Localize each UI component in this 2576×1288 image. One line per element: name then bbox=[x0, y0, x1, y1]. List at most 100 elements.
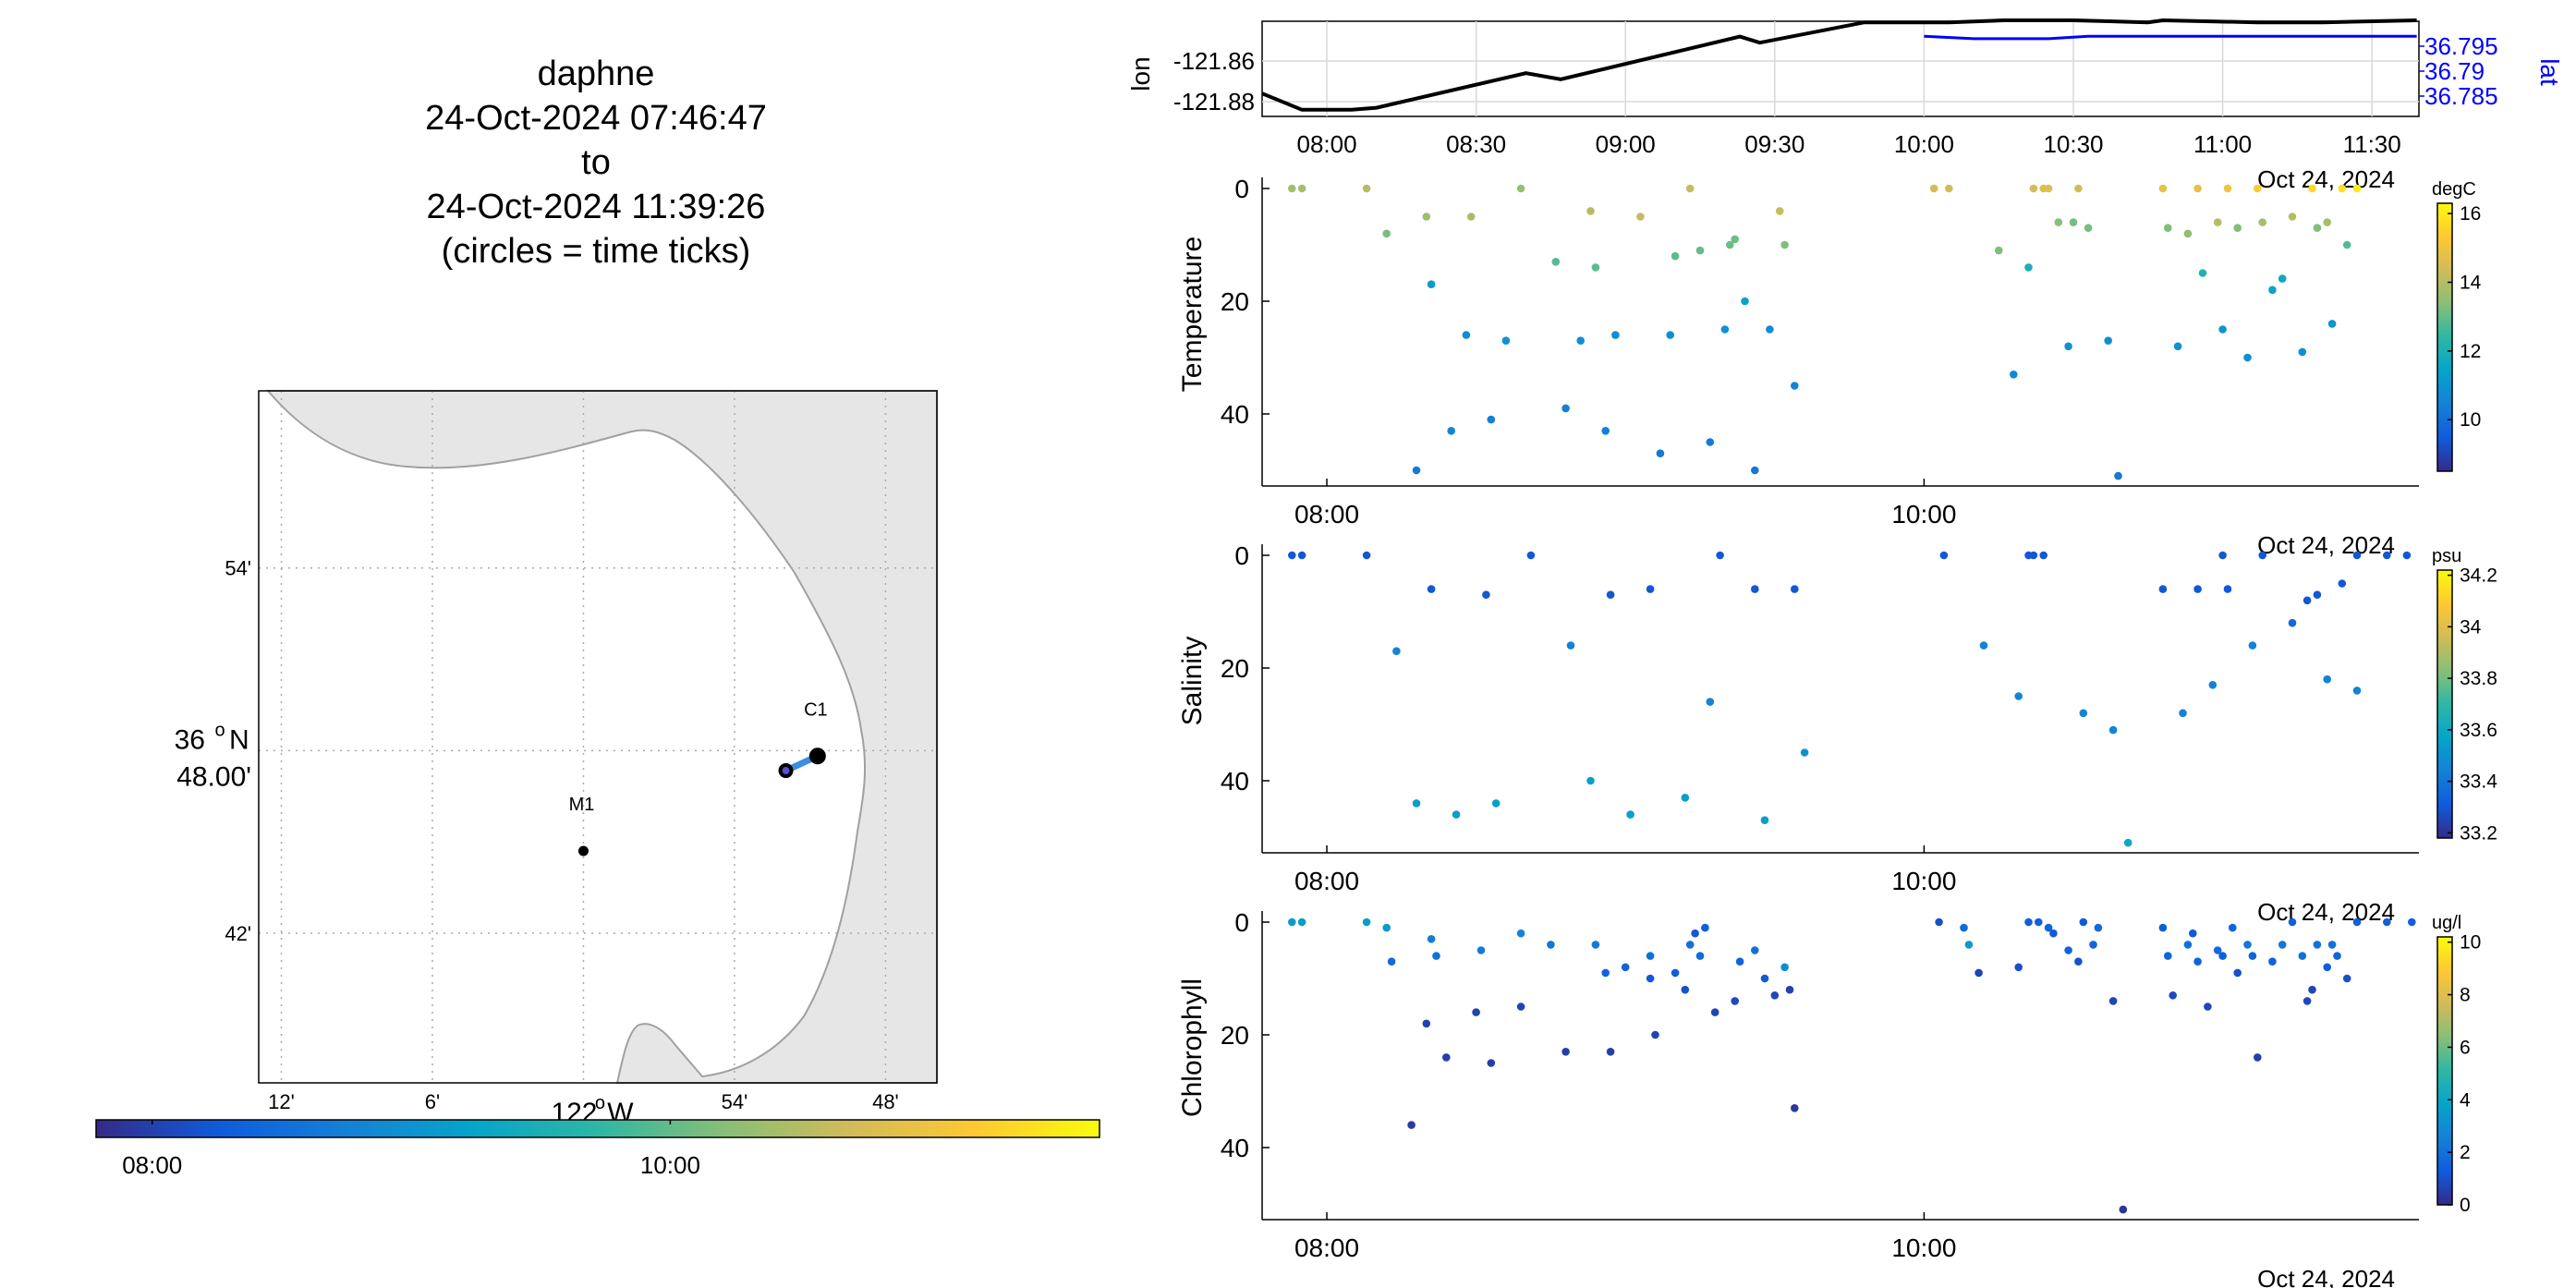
lonlat-y-right-tick-label: 36.79 bbox=[2424, 57, 2485, 85]
salinity-data-point bbox=[1412, 799, 1421, 808]
temperature-data-point bbox=[1586, 207, 1595, 215]
temperature-data-point bbox=[2074, 184, 2083, 193]
lonlat-x-tick-label: 08:00 bbox=[1296, 130, 1356, 158]
salinity-data-point bbox=[1760, 816, 1769, 824]
salinity-data-point bbox=[2248, 641, 2257, 650]
lonlat-x-tick-label: 10:00 bbox=[1894, 130, 1954, 158]
lonlat-x-tick-label: 11:00 bbox=[2193, 130, 2252, 158]
salinity-data-point bbox=[1791, 585, 1799, 593]
temperature-data-point bbox=[2233, 224, 2242, 232]
salinity-data-point bbox=[2014, 692, 2023, 700]
chlorophyll-data-point bbox=[2183, 941, 2193, 949]
chlorophyll-data-point bbox=[1964, 941, 1974, 949]
temperature-data-point bbox=[1945, 184, 1953, 193]
temperature-data-point bbox=[1362, 184, 1371, 193]
temperature-y-label: Temperature bbox=[1177, 237, 1208, 392]
lonlat-chart: 08:00 08:30 09:00 09:30 10:00 10:30 11:00 11:30… bbox=[1126, 18, 2564, 193]
chlorophyll-data-point bbox=[2158, 923, 2168, 932]
salinity-colorbar-tick-label: 33.8 bbox=[2460, 668, 2497, 689]
map-lon-tick-label: 12' bbox=[268, 1090, 295, 1113]
salinity-data-point bbox=[1716, 551, 1724, 560]
lonlat-x-tick-label: 10:30 bbox=[2043, 130, 2103, 158]
temperature-data-point bbox=[2338, 184, 2347, 193]
salinity-colorbar-tick-label: 34 bbox=[2460, 616, 2482, 638]
temperature-y-tick-label: 40 bbox=[1221, 400, 1249, 429]
salinity-data-point bbox=[2108, 725, 2118, 735]
lonlat-y-left-tick-label: -121.86 bbox=[1173, 47, 1255, 75]
map-lat-degree-label: 36 bbox=[175, 724, 205, 755]
chlorophyll-data-point bbox=[1387, 957, 1396, 966]
chlorophyll-data-point bbox=[2049, 929, 2058, 938]
salinity-data-point bbox=[2323, 674, 2331, 684]
chlorophyll-data-point bbox=[1601, 968, 1610, 978]
chlorophyll-data-point bbox=[1646, 974, 1655, 983]
temperature-data-point bbox=[2010, 371, 2018, 379]
station-c1-marker bbox=[812, 750, 823, 761]
chlorophyll-data-point bbox=[1288, 917, 1296, 927]
temperature-data-point bbox=[2173, 342, 2182, 351]
salinity-data-point bbox=[2079, 709, 2088, 718]
temperature-units-label: degC bbox=[2432, 179, 2476, 200]
salinity-data-point bbox=[1491, 799, 1501, 808]
temperature-colorbar-tick-label: 10 bbox=[2460, 409, 2481, 431]
chlorophyll-data-point bbox=[2323, 963, 2331, 972]
chlorophyll-data-point bbox=[1770, 991, 1780, 1000]
salinity-units-label: psu bbox=[2432, 546, 2461, 566]
lonlat-y-right-tick-label: 36.785 bbox=[2424, 82, 2498, 110]
temperature-colorbar-tick-label: 16 bbox=[2460, 203, 2481, 225]
salinity-y-tick-label: 20 bbox=[1221, 654, 1249, 683]
chlorophyll-x-tick-label: 08:00 bbox=[1294, 1233, 1359, 1262]
temperature-data-point bbox=[2114, 471, 2122, 480]
temperature-data-point bbox=[2352, 184, 2362, 193]
temperature-data-point bbox=[1666, 331, 1674, 339]
chlorophyll-data-point bbox=[1710, 1008, 1719, 1016]
chlorophyll-data-point bbox=[1691, 929, 1699, 938]
track-start-inner bbox=[782, 767, 790, 775]
chlorophyll-data-point bbox=[2064, 946, 2072, 954]
temperature-data-point bbox=[2268, 286, 2277, 295]
salinity-data-point bbox=[1751, 585, 1759, 593]
chlorophyll-data-point bbox=[2308, 985, 2316, 994]
temperature-data-point bbox=[1576, 336, 1585, 346]
salinity-panel: 0 20 40 Salinity 08:00 10:00 Oct 24, 2024 34.2 3… bbox=[1177, 541, 2497, 926]
temperature-data-point bbox=[2044, 184, 2053, 193]
temperature-data-point bbox=[1720, 325, 1730, 334]
temperature-data-point bbox=[2024, 263, 2033, 272]
chlorophyll-data-point bbox=[1422, 1019, 1431, 1028]
chlorophyll-data-point bbox=[1362, 917, 1371, 927]
salinity-colorbar-tick-label: 33.6 bbox=[2460, 720, 2497, 741]
chlorophyll-data-point bbox=[1297, 917, 1306, 927]
salinity-data-point bbox=[2193, 585, 2202, 593]
map-frame bbox=[258, 390, 938, 1084]
chlorophyll-data-point bbox=[1780, 963, 1789, 972]
chlorophyll-data-point bbox=[1975, 968, 1983, 978]
chlorophyll-data-point bbox=[2035, 917, 2043, 927]
land bbox=[265, 390, 938, 1084]
temperature-data-point bbox=[1462, 331, 1471, 339]
salinity-data-point bbox=[1646, 585, 1655, 593]
chlorophyll-data-point bbox=[2014, 963, 2023, 972]
temperature-data-point bbox=[2308, 184, 2316, 193]
chlorophyll-data-point bbox=[1476, 946, 1486, 954]
time-colorbar-tick-label: 10:00 bbox=[640, 1151, 700, 1179]
lonlat-y-left-tick-label: -121.88 bbox=[1173, 88, 1255, 115]
chlorophyll-y-tick-label: 20 bbox=[1221, 1021, 1249, 1050]
temperature-data-point bbox=[2183, 229, 2193, 238]
chlorophyll-data-point bbox=[2342, 974, 2351, 983]
chlorophyll-data-point bbox=[2079, 917, 2088, 927]
salinity-y-tick-label: 0 bbox=[1234, 541, 1249, 570]
temperature-colorbar bbox=[2436, 202, 2453, 472]
title-line-1: daphne bbox=[538, 55, 655, 93]
chlorophyll-data-point bbox=[2119, 1205, 2128, 1214]
temperature-data-point bbox=[2084, 224, 2093, 232]
figure-title: daphne 24-Oct-2024 07:46:47 to 24-Oct-20… bbox=[425, 55, 767, 271]
temperature-data-point bbox=[2213, 218, 2222, 226]
temperature-data-point bbox=[1726, 240, 1734, 249]
chlorophyll-data-point bbox=[1760, 974, 1769, 983]
chlorophyll-data-point bbox=[2204, 1002, 2212, 1011]
temperature-data-point bbox=[1501, 336, 1511, 346]
station-m1-label: M1 bbox=[569, 795, 595, 815]
time-colorbar-tick-label: 08:00 bbox=[122, 1151, 182, 1179]
temperature-data-point bbox=[1288, 184, 1296, 193]
